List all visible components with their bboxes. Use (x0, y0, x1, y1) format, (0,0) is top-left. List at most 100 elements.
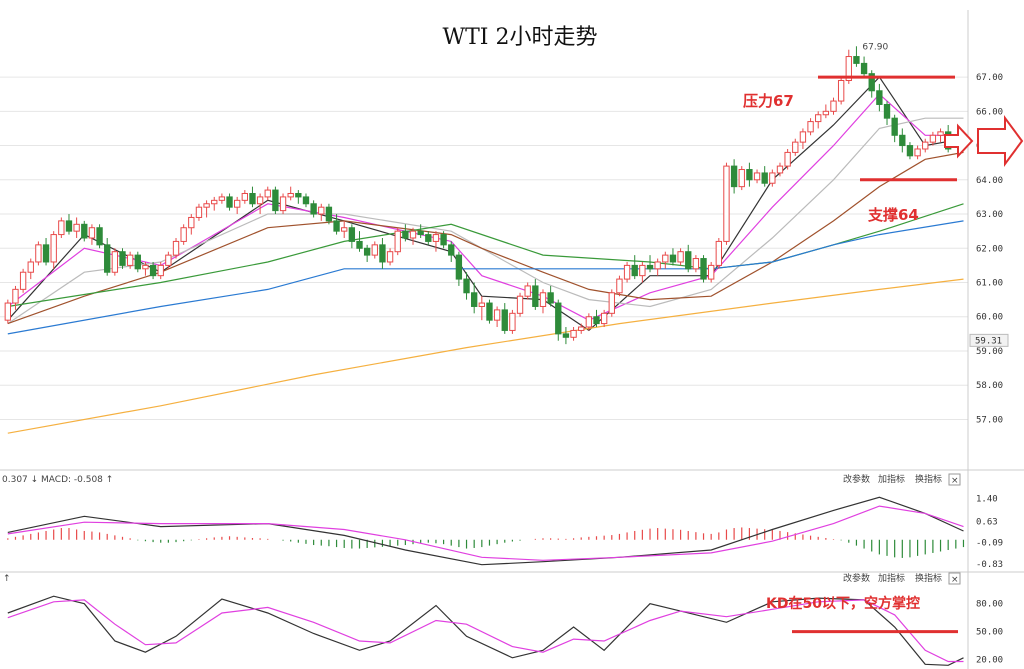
macd-panel (7, 496, 965, 566)
candle-body (264, 189, 271, 198)
candle (753, 169, 761, 184)
candle-body (318, 206, 325, 215)
candle-body (509, 312, 516, 331)
candle (746, 162, 753, 187)
candle (830, 97, 837, 115)
candle-body (386, 251, 394, 263)
candle-body (302, 196, 310, 205)
candle-body (539, 292, 547, 307)
candle (555, 299, 562, 341)
candle-body (58, 220, 65, 236)
candle-body (478, 302, 485, 307)
candle (692, 255, 700, 273)
candle (379, 238, 386, 269)
candle-body (149, 264, 157, 277)
candle-body (623, 264, 631, 280)
kd-arrow: ↑ (3, 574, 11, 584)
change-params-button[interactable]: 改参数 (843, 572, 870, 584)
candle (860, 56, 868, 78)
support-label: 支撑64 (867, 206, 919, 224)
candle (218, 193, 226, 204)
candle (570, 327, 577, 341)
ma-brown-line (7, 151, 964, 325)
candle-body (65, 220, 73, 232)
change-params-button[interactable]: 改参数 (843, 473, 870, 485)
candle (19, 268, 27, 293)
swap-indicator-button[interactable]: 换指标 (915, 572, 942, 584)
candle (623, 261, 631, 283)
kd-tick-label: 80.00 (976, 600, 1003, 610)
candle-body (830, 100, 837, 112)
candle-body (310, 203, 317, 215)
candle-body (799, 131, 807, 143)
macd-dif-line (7, 496, 964, 566)
candle-body (708, 264, 715, 280)
ma-pink-line (7, 93, 964, 321)
kd-close-button[interactable] (948, 572, 961, 585)
candle (807, 118, 814, 136)
candle-body (937, 131, 944, 136)
candle (922, 138, 929, 153)
candle (516, 292, 524, 317)
candle (325, 203, 333, 225)
swap-indicator-button[interactable]: 换指标 (915, 473, 942, 485)
candle (363, 244, 371, 262)
candle (96, 224, 103, 249)
close-icon: × (951, 476, 959, 486)
candle (914, 145, 921, 160)
candle (157, 261, 164, 280)
candle (448, 241, 455, 262)
candle (585, 313, 593, 331)
candle (654, 258, 661, 276)
candle-body (792, 141, 799, 153)
candle-body (295, 192, 302, 198)
candle-body (111, 251, 119, 273)
candle (608, 289, 615, 317)
candle (578, 323, 585, 334)
candle-body (532, 285, 539, 307)
candle (249, 186, 256, 208)
candle (532, 279, 539, 310)
kd-k-line (7, 595, 964, 666)
candle-body (730, 165, 738, 188)
candle (386, 248, 394, 266)
candle (402, 224, 409, 242)
candle (639, 261, 646, 283)
candle-body (4, 302, 11, 321)
price-tick-label: 67.00 (976, 73, 1003, 83)
candle (853, 46, 860, 67)
add-indicator-button[interactable]: 加指标 (878, 572, 905, 584)
candle (50, 231, 57, 269)
candle (799, 128, 807, 149)
macd-close-button[interactable] (948, 473, 961, 486)
candle-body (677, 251, 684, 263)
candle-body (769, 172, 776, 184)
candle-body (50, 234, 57, 263)
macd-header: 0.307 ↓ MACD: -0.508 ↑ (2, 475, 113, 485)
add-indicator-button[interactable]: 加指标 (878, 473, 905, 485)
candle-body (562, 333, 570, 338)
candle (471, 282, 478, 314)
high-price-marker: 67.90 (862, 42, 888, 52)
candle-body (27, 261, 34, 273)
candle-body (211, 199, 218, 205)
current-price-label: 59.31 (975, 336, 1002, 346)
chart-title: WTI 2小时走势 (443, 25, 598, 50)
candle-body (35, 244, 42, 263)
candle-body (600, 312, 608, 325)
candle-body (241, 192, 248, 201)
candle-body (685, 251, 692, 270)
candle (822, 104, 830, 119)
candle-body (486, 302, 493, 321)
candle-body (815, 114, 822, 123)
candle (241, 190, 248, 204)
candle (142, 261, 149, 276)
resistance-label: 压力67 (743, 92, 794, 110)
candle (463, 272, 470, 300)
candle-body (899, 134, 906, 147)
candle (203, 200, 210, 218)
candle-body (692, 258, 700, 270)
candle-body (493, 309, 501, 321)
candle-body (585, 316, 593, 328)
candle-body (104, 244, 111, 273)
